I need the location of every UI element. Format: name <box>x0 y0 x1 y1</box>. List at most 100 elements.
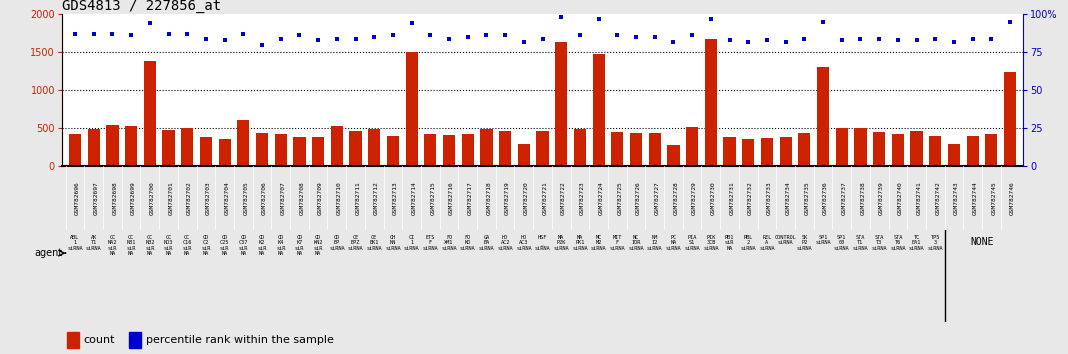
Bar <box>69 134 81 166</box>
Text: NONE: NONE <box>970 238 993 247</box>
Text: CI
1
siRNA: CI 1 siRNA <box>404 235 420 251</box>
Bar <box>144 61 156 166</box>
Bar <box>686 127 698 166</box>
Text: GSM782738: GSM782738 <box>861 181 865 215</box>
Bar <box>929 136 941 166</box>
Text: GSM782715: GSM782715 <box>430 181 436 215</box>
Bar <box>219 139 231 166</box>
Bar <box>967 136 978 166</box>
Text: GSM782699: GSM782699 <box>131 181 136 215</box>
Bar <box>294 137 305 166</box>
Bar <box>948 144 960 166</box>
Bar <box>481 129 492 166</box>
Bar <box>873 132 885 166</box>
Bar <box>424 134 437 166</box>
Text: GSM782701: GSM782701 <box>169 181 173 215</box>
Text: CD
C2
siR
NA: CD C2 siR NA <box>201 235 210 256</box>
Text: GSM782726: GSM782726 <box>637 181 641 215</box>
Bar <box>648 133 661 166</box>
Bar <box>125 126 137 166</box>
Text: count: count <box>83 335 115 345</box>
Bar <box>312 137 325 166</box>
Text: CD
BP
siRNA: CD BP siRNA <box>329 235 345 251</box>
Text: CC
ND3
siR
NA: CC ND3 siR NA <box>163 235 173 256</box>
Bar <box>461 134 474 166</box>
Text: PIK
3CB
siRNA: PIK 3CB siRNA <box>703 235 719 251</box>
Text: SP1
siRNA: SP1 siRNA <box>815 235 831 245</box>
Bar <box>256 133 268 166</box>
Text: MA
P2K
siRNA: MA P2K siRNA <box>553 235 569 251</box>
Text: GSM782718: GSM782718 <box>486 181 491 215</box>
Bar <box>742 139 754 166</box>
Text: AK
T1
siRNA: AK T1 siRNA <box>85 235 101 251</box>
Text: CD
K7
siR
NA: CD K7 siR NA <box>295 235 304 256</box>
Text: GSM782710: GSM782710 <box>336 181 342 215</box>
Text: GSM782700: GSM782700 <box>150 181 155 215</box>
Text: TC
EA1
siRNA: TC EA1 siRNA <box>909 235 925 251</box>
Bar <box>911 131 923 166</box>
Text: GSM782722: GSM782722 <box>562 181 566 215</box>
Text: GSM782739: GSM782739 <box>879 181 884 215</box>
Text: CD
K4
siR
NA: CD K4 siR NA <box>276 235 285 256</box>
Text: CD
KN2
siR
NA: CD KN2 siR NA <box>313 235 323 256</box>
Bar <box>499 131 512 166</box>
Text: GSM782709: GSM782709 <box>318 181 324 215</box>
Text: CONTROL
siRNA: CONTROL siRNA <box>774 235 797 245</box>
Text: GSM782716: GSM782716 <box>449 181 454 215</box>
Bar <box>107 125 119 166</box>
Bar <box>986 134 998 166</box>
Text: GSM782706: GSM782706 <box>262 181 267 215</box>
Text: CE
EK1
siRNA: CE EK1 siRNA <box>366 235 382 251</box>
Bar <box>331 126 343 166</box>
Bar <box>817 67 829 166</box>
Text: STA
T1
siRNA: STA T1 siRNA <box>852 235 868 251</box>
Bar <box>387 136 399 166</box>
Text: GSM782720: GSM782720 <box>523 181 529 215</box>
Text: GSM782721: GSM782721 <box>543 181 548 215</box>
Bar <box>349 131 362 166</box>
Text: GSM782741: GSM782741 <box>916 181 922 215</box>
Bar <box>368 129 380 166</box>
Bar <box>274 134 287 166</box>
Text: GSM782745: GSM782745 <box>991 181 996 215</box>
Text: agent: agent <box>34 248 62 258</box>
Text: GSM782723: GSM782723 <box>580 181 585 215</box>
Text: STA
T6
siRNA: STA T6 siRNA <box>890 235 906 251</box>
Text: SP1
00
siRNA: SP1 00 siRNA <box>834 235 849 251</box>
Text: GSM782737: GSM782737 <box>842 181 847 215</box>
Text: percentile rank within the sample: percentile rank within the sample <box>146 335 334 345</box>
Text: GSM782727: GSM782727 <box>655 181 660 215</box>
Text: HSF
_
siRNA: HSF _ siRNA <box>535 235 550 251</box>
Text: GSM782729: GSM782729 <box>692 181 697 215</box>
Text: FO
KO
siRNA: FO KO siRNA <box>460 235 475 251</box>
Bar <box>182 128 193 166</box>
Text: ABL
1
siRNA: ABL 1 siRNA <box>67 235 83 251</box>
Text: GSM782734: GSM782734 <box>786 181 790 215</box>
Bar <box>593 55 604 166</box>
Text: GSM782736: GSM782736 <box>823 181 828 215</box>
Text: GSM782733: GSM782733 <box>767 181 772 215</box>
Text: GSM782705: GSM782705 <box>244 181 249 215</box>
Text: GSM782725: GSM782725 <box>617 181 623 215</box>
Text: HD
AC3
siRNA: HD AC3 siRNA <box>516 235 532 251</box>
Text: GSM782708: GSM782708 <box>299 181 304 215</box>
Bar <box>630 133 642 166</box>
Text: GSM782711: GSM782711 <box>356 181 361 215</box>
Text: FO
XM1
siRNA: FO XM1 siRNA <box>441 235 457 251</box>
Text: GA
BA
siRNA: GA BA siRNA <box>478 235 494 251</box>
Text: GSM782730: GSM782730 <box>711 181 716 215</box>
Text: GSM782696: GSM782696 <box>75 181 80 215</box>
Bar <box>536 131 549 166</box>
Bar <box>443 135 455 166</box>
Bar <box>129 332 141 348</box>
Text: GSM782732: GSM782732 <box>749 181 753 215</box>
Text: NM
I2
siRNA: NM I2 siRNA <box>647 235 662 251</box>
Text: PC
NA
siRNA: PC NA siRNA <box>665 235 681 251</box>
Text: GSM782719: GSM782719 <box>505 181 511 215</box>
Text: STA
T3
siRNA: STA T3 siRNA <box>871 235 886 251</box>
Text: REL
A
siRNA: REL A siRNA <box>759 235 774 251</box>
Text: GSM782707: GSM782707 <box>281 181 286 215</box>
Text: CE
BPZ
siRNA: CE BPZ siRNA <box>348 235 363 251</box>
Text: CH
NN
siRNA: CH NN siRNA <box>386 235 400 251</box>
Bar <box>760 138 773 166</box>
